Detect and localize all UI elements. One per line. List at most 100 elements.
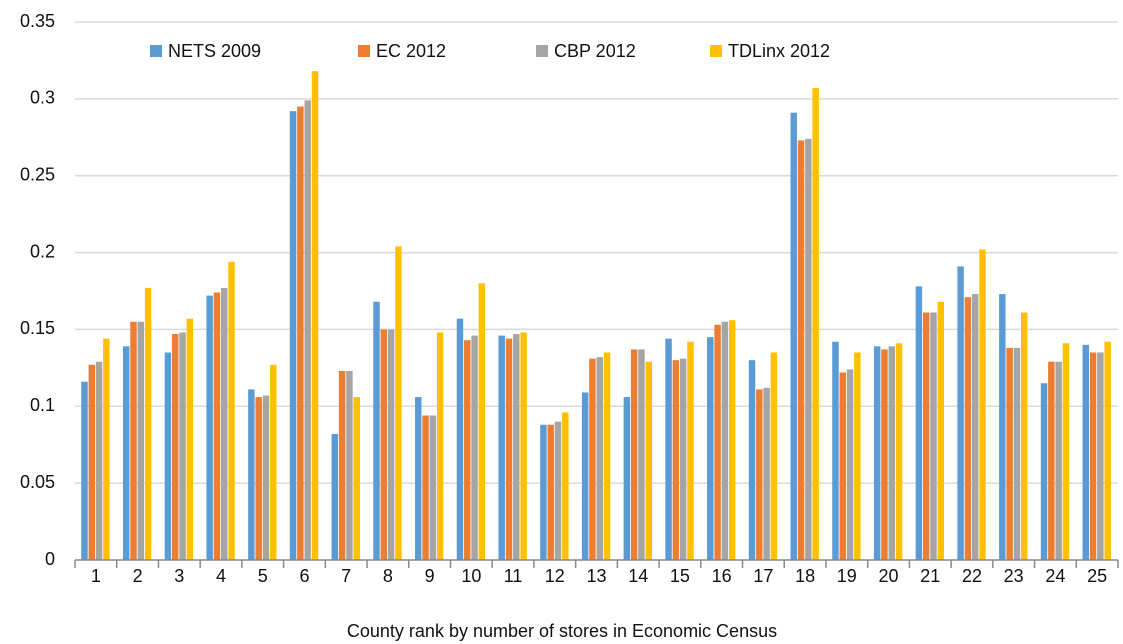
legend-label: CBP 2012 [554,41,636,61]
x-tick-label: 5 [258,566,268,586]
bar [581,392,589,560]
bar [206,295,213,560]
bar [122,346,130,560]
bar [270,364,277,560]
legend-label: NETS 2009 [168,41,261,61]
bar [1048,361,1055,560]
bar [213,292,221,560]
y-tick-label: 0.25 [20,164,55,184]
bar [186,318,194,560]
bar [346,370,353,560]
bar [311,71,319,560]
x-tick-label: 17 [753,566,773,586]
legend-swatch [358,45,370,57]
bar [665,338,672,560]
bar [1006,347,1013,560]
x-tick-label: 13 [586,566,606,586]
bar [1055,361,1062,560]
bar [422,415,429,560]
bar [672,360,680,560]
bar [748,360,756,560]
bar [262,395,270,560]
x-tick-label: 11 [504,566,523,586]
bar [603,352,611,560]
bar [832,341,839,560]
bar [304,100,311,560]
bar [922,312,930,560]
x-tick-label: 3 [174,566,184,586]
bar [1062,343,1070,560]
bar [1082,344,1090,560]
bar [707,337,714,560]
x-tick-label: 23 [1004,566,1024,586]
bar [728,320,736,560]
bar [331,433,339,560]
bar [436,332,444,560]
bar [289,111,297,560]
bar [630,349,638,560]
bar [763,387,770,560]
bar [797,140,805,561]
bar [520,332,527,560]
bar [915,286,923,560]
bar [638,349,645,560]
bar [81,381,88,560]
bar [471,335,478,560]
bar [395,246,402,560]
bar [221,287,228,560]
bar [714,324,721,560]
bar [756,389,763,560]
bar [937,301,945,560]
bar [971,294,979,560]
y-tick-label: 0.35 [20,11,55,31]
legend-label: EC 2012 [376,41,446,61]
x-tick-label: 15 [670,566,690,586]
bar [228,261,235,560]
bar [596,357,603,560]
bar [1104,341,1111,560]
x-tick-label: 14 [628,566,648,586]
x-tick-label: 7 [341,566,351,586]
bar [895,343,903,560]
bar [353,397,360,560]
bar [957,266,964,560]
bar [812,88,819,561]
bar [338,370,346,560]
bar [873,346,881,560]
x-tick-label: 24 [1045,566,1065,586]
bar [478,283,486,560]
x-tick-label: 2 [133,566,143,586]
bar [839,372,846,560]
bar [415,397,422,560]
x-tick-label: 1 [91,566,101,586]
x-tick-label: 16 [712,566,732,586]
bar [456,318,464,560]
bar [540,424,547,560]
x-tick-label: 4 [216,566,226,586]
bar [387,329,395,560]
bar [770,352,778,560]
x-tick-label: 22 [962,566,982,586]
x-tick-label: 12 [545,566,565,586]
bar [255,397,262,560]
x-tick-label: 6 [299,566,309,586]
bar [846,369,854,560]
bar [144,287,152,560]
legend-swatch [536,45,548,57]
bar [930,312,937,560]
bar [1021,312,1028,560]
bar [645,361,652,560]
bar [164,352,172,560]
bar [464,340,471,560]
bar [589,358,596,560]
bar [505,338,513,560]
y-tick-label: 0.15 [20,318,55,338]
bar [679,358,687,560]
y-tick-label: 0.3 [30,88,55,108]
bar [513,334,520,560]
bar [498,335,505,560]
x-axis-label: County rank by number of stores in Econo… [347,621,777,641]
bar [547,424,554,560]
